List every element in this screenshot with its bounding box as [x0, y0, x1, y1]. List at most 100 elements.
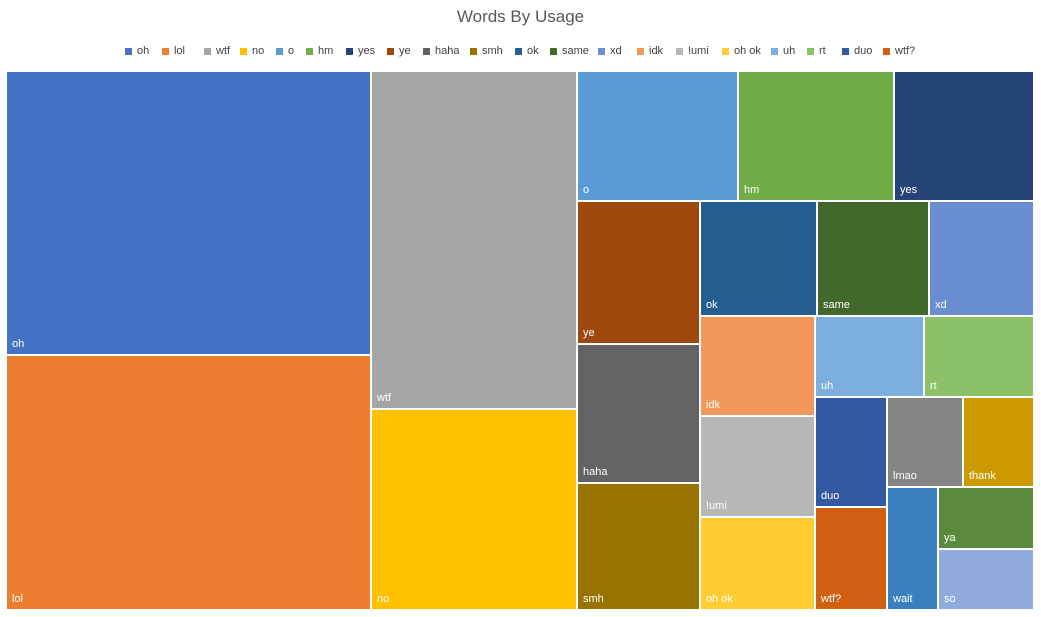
tile-label: ya [944, 532, 956, 544]
tile-label: lol [12, 593, 24, 605]
legend-label: hm [318, 45, 334, 57]
tile-label: wait [893, 593, 913, 605]
legend: oh lol wtf no o hm yes ye haha smh ok same xd idk !umi… [0, 43, 1041, 59]
tile-label: ok [706, 299, 718, 311]
tile-label: ye [583, 327, 595, 339]
legend-item-wtf: wtf [204, 43, 230, 59]
tile-label: !umi [706, 500, 727, 512]
legend-label: same [562, 45, 589, 57]
treemap-tile-same: same [817, 201, 929, 316]
legend-swatch [637, 47, 644, 55]
legend-label: ye [399, 45, 411, 57]
legend-item-xd: xd [598, 43, 622, 59]
tile-label: haha [583, 466, 608, 478]
legend-swatch [598, 47, 605, 55]
treemap-tile-uh: uh [815, 316, 924, 397]
legend-swatch [125, 47, 132, 55]
legend-label: uh [783, 45, 796, 57]
legend-swatch [676, 47, 683, 55]
legend-item-smh: smh [470, 43, 503, 59]
legend-item-same: same [550, 43, 589, 59]
tile-label: wtf [377, 392, 392, 404]
legend-swatch [550, 47, 557, 55]
treemap-tile-rt: rt [924, 316, 1034, 397]
legend-swatch [470, 47, 477, 55]
legend-item-rt: rt [807, 43, 826, 59]
legend-label: smh [482, 45, 503, 57]
treemap-tile-wtf-: wtf? [815, 507, 887, 610]
treemap-tile-wtf: wtf [371, 71, 577, 409]
legend-label: duo [854, 45, 873, 57]
legend-swatch [204, 47, 211, 55]
legend-label: haha [435, 45, 460, 57]
legend-item-no: no [240, 43, 264, 59]
tile-label: same [823, 299, 850, 311]
treemap-tile-so: so [938, 549, 1034, 610]
legend-label: yes [358, 45, 376, 57]
legend-item-haha: haha [423, 43, 459, 59]
tile-label: duo [821, 490, 840, 502]
legend-swatch [276, 47, 283, 55]
legend-item-oh-ok: oh ok [722, 43, 761, 59]
legend-swatch [387, 47, 394, 55]
treemap-tile-ye: ye [577, 201, 700, 344]
legend-label: xd [610, 45, 622, 57]
legend-label: !umi [688, 45, 709, 57]
treemap-tile-lol: lol [6, 355, 371, 610]
legend-item-lol: lol [162, 43, 185, 59]
tile-label: rt [930, 380, 937, 392]
treemap-tile-yes: yes [894, 71, 1034, 201]
tile-label: so [944, 593, 956, 605]
legend-swatch [807, 47, 814, 55]
legend-swatch [722, 47, 729, 55]
legend-item-yes: yes [346, 43, 375, 59]
tile-label: wtf? [821, 593, 842, 605]
tile-label: uh [821, 380, 834, 392]
tile-label: yes [900, 184, 918, 196]
legend-label: lol [174, 45, 186, 57]
legend-item-ok: ok [515, 43, 539, 59]
treemap-tile-haha: haha [577, 344, 700, 483]
tile-label: no [377, 593, 390, 605]
treemap-tile-idk: idk [700, 316, 815, 416]
legend-item-ye: ye [387, 43, 411, 59]
legend-label: wtf? [895, 45, 916, 57]
treemap-tile-duo: duo [815, 397, 887, 507]
legend-swatch [423, 47, 430, 55]
legend-swatch [240, 47, 247, 55]
treemap-tile-lmao: lmao [887, 397, 963, 487]
legend-item--umi: !umi [676, 43, 709, 59]
treemap-tile-oh-ok: oh ok [700, 517, 815, 610]
tile-label: hm [744, 184, 760, 196]
legend-label: idk [649, 45, 664, 57]
legend-item-hm: hm [306, 43, 333, 59]
treemap-tile-no: no [371, 409, 577, 610]
legend-label: ok [527, 45, 539, 57]
legend-swatch [842, 47, 849, 55]
treemap-tile-smh: smh [577, 483, 700, 610]
legend-label: oh ok [734, 45, 761, 57]
treemap-tile-o: o [577, 71, 738, 201]
treemap-tile-wait: wait [887, 487, 938, 610]
tile-label: idk [706, 399, 721, 411]
treemap-tile-oh: oh [6, 71, 371, 355]
tile-label: thank [969, 470, 996, 482]
tile-label: xd [935, 299, 947, 311]
legend-item-uh: uh [771, 43, 795, 59]
treemap-tile-ok: ok [700, 201, 817, 316]
legend-item-duo: duo [842, 43, 872, 59]
chart-title: Words By Usage [456, 7, 585, 26]
treemap-tile-hm: hm [738, 71, 894, 201]
legend-label: o [288, 45, 295, 57]
legend-item-wtf-: wtf? [883, 43, 915, 59]
legend-swatch [162, 47, 169, 55]
legend-label: no [252, 45, 265, 57]
legend-item-idk: idk [637, 43, 663, 59]
tile-label: o [583, 184, 590, 196]
legend-label: wtf [216, 45, 231, 57]
legend-swatch [306, 47, 313, 55]
legend-swatch [346, 47, 353, 55]
treemap-tile-xd: xd [929, 201, 1034, 316]
legend-swatch [515, 47, 522, 55]
